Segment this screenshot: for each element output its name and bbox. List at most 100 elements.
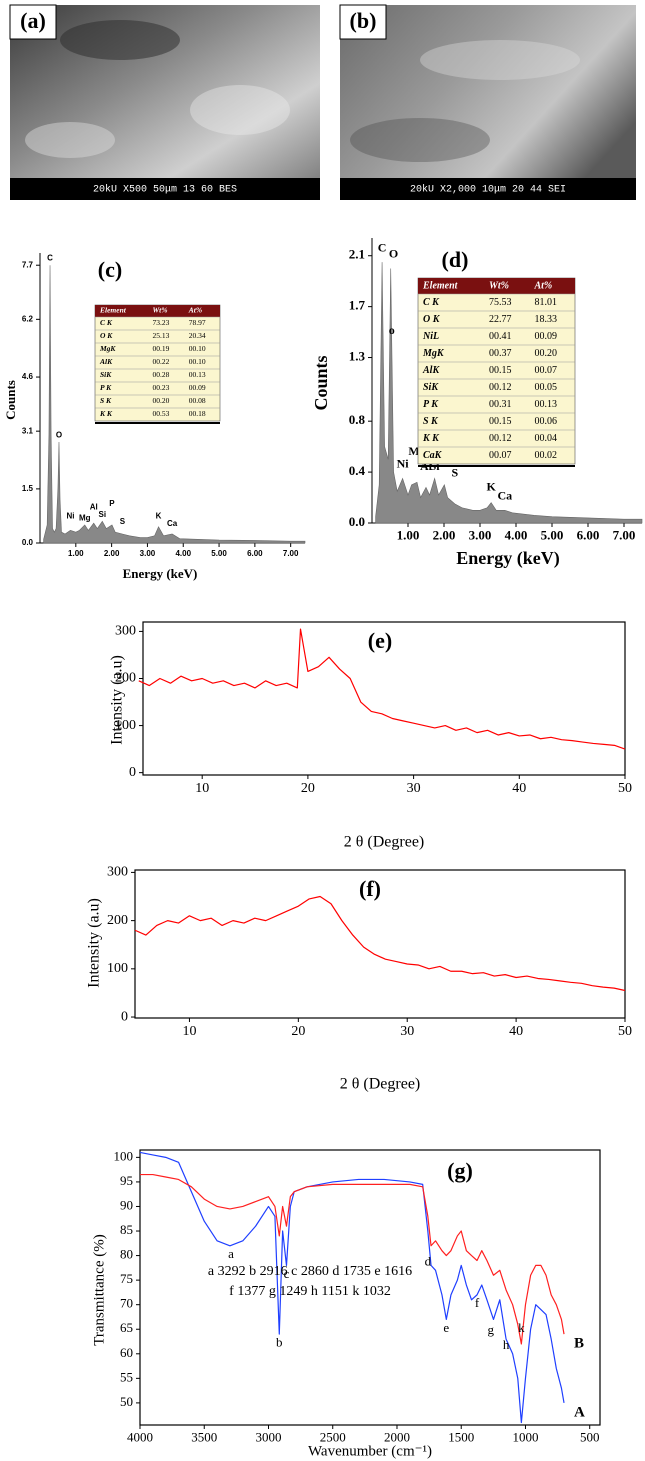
annotation: f [475,1295,480,1310]
y-tick-label: 300 [115,624,136,639]
y-tick-label: 0 [121,1009,128,1024]
y-tick-label: 80 [120,1247,133,1262]
table-cell: 18.33 [534,314,557,325]
table-cell: 73.23 [153,318,170,327]
annotation: e [443,1320,449,1335]
chart: 0 100 200 300 10 20 30 40 50 (f) 2 θ (Degree) Inten… [86,865,632,1093]
y-tick-label: 50 [120,1394,133,1409]
sem-image-a: (a) 20kU X500 50μm 13 60 BES [9,4,320,200]
y-tick-label: 75 [120,1271,133,1286]
table-header [95,305,220,317]
annotation: Mg [79,513,91,522]
x-tick-label: 1500 [448,1429,474,1444]
x-axis-label: Energy (keV) [123,566,198,581]
chart-title: (c) [98,257,122,282]
series-line [138,628,626,750]
table-cell: 00.18 [189,409,206,418]
table-cell: 00.19 [153,344,170,353]
x-tick-label: 20 [291,1024,305,1039]
x-tick-label: 4.00 [175,549,191,558]
table-cell: 00.12 [489,382,512,393]
table-cell: 00.09 [534,331,557,342]
y-tick-label: 90 [120,1197,133,1212]
table-cell: 00.09 [189,383,206,392]
y-tick-label: 0.0 [349,514,365,529]
x-tick-label: 3.00 [469,527,492,542]
x-axis-label: 2 θ (Degree) [344,834,425,851]
x-tick-label: 7.00 [283,549,299,558]
y-tick-label: 55 [120,1369,133,1384]
x-tick-label: 50 [618,781,632,796]
chart: 0.0 1.5 3.1 4.6 6.2 7.7 1.00 2.00 3.00 4.00 5.00 6.… [3,253,306,581]
table-header-cell: Element [422,280,459,291]
annotation: h [503,1337,510,1352]
x-tick-label: 4.00 [505,527,528,542]
table-cell: 00.07 [489,450,512,461]
y-tick-label: 1.5 [22,484,34,493]
table-cell: 00.23 [153,383,170,392]
y-tick-label: 4.6 [22,372,34,381]
x-tick-label: 6.00 [577,527,600,542]
table-cell: 00.15 [489,365,512,376]
x-tick-label: 2500 [320,1429,346,1444]
annotation: Ni [397,457,410,471]
x-tick-label: 10 [182,1024,196,1039]
table-cell: 00.13 [534,399,557,410]
y-tick-label: 65 [120,1320,133,1335]
table-cell: O K [423,314,441,325]
table-cell: 00.12 [489,433,512,444]
table-cell: AlK [422,365,440,376]
chart: 0 100 200 300 10 20 30 40 50 (e) 2 θ (Degree) Inten… [109,621,632,851]
chart: 50 55 60 65 70 75 80 85 90 95 100 4000 3500 3000 2500 2… [91,1148,601,1459]
table-cell: SiK [100,370,112,379]
table-header-cell: At% [188,306,202,315]
annotation: Ca [167,519,178,528]
table-cell: K K [99,409,113,418]
annotation: k [518,1320,525,1335]
y-tick-label: 70 [120,1296,133,1311]
annotation: O [389,247,398,261]
y-axis-label: Intensity (a.u) [109,655,126,745]
annotation: C [47,254,53,263]
y-tick-label: 200 [115,671,136,686]
annotation: C [378,240,387,254]
series-label: A [574,1404,585,1420]
image-caption: 20kU X500 50μm 13 60 BES [93,184,237,196]
x-tick-label: 3500 [191,1429,217,1444]
table-cell: 00.05 [534,382,557,393]
table-cell: CaK [423,450,443,461]
image-caption: 20kU X2,000 10μm 20 44 SEI [410,184,566,196]
series-line [134,895,626,992]
panel-label: (a) [20,8,46,33]
table-cell: 00.41 [489,331,512,342]
table-cell: 00.20 [153,396,170,405]
y-tick-label: 1.3 [349,349,366,364]
panel-label: (b) [350,8,377,33]
y-tick-label: 0.0 [22,538,34,547]
series-line [140,1173,565,1345]
table-cell: SiK [423,382,439,393]
x-tick-label: 40 [509,1024,523,1039]
x-axis-label: 2 θ (Degree) [340,1076,421,1093]
x-tick-label: 3.00 [140,549,156,558]
annotation: g [488,1322,495,1337]
table-cell: AlK [99,357,113,366]
x-tick-label: 3000 [255,1429,281,1444]
y-tick-label: 85 [120,1222,133,1237]
table-cell: 25.13 [153,331,170,340]
x-tick-label: 1000 [512,1429,538,1444]
y-tick-label: 200 [107,913,128,928]
table-cell: 20.34 [189,331,206,340]
y-tick-label: 100 [107,961,128,976]
table-cell: 00.06 [534,416,557,427]
table-header [418,278,575,294]
band-note: f 1377 g 1249 h 1151 k 1032 [229,1284,391,1299]
x-tick-label: 30 [407,781,421,796]
table-cell: 00.10 [189,344,206,353]
x-tick-label: 5.00 [541,527,564,542]
table-cell: 00.15 [489,416,512,427]
table-cell: K K [422,433,440,444]
series-line [139,1151,565,1424]
table-cell: 00.10 [189,357,206,366]
